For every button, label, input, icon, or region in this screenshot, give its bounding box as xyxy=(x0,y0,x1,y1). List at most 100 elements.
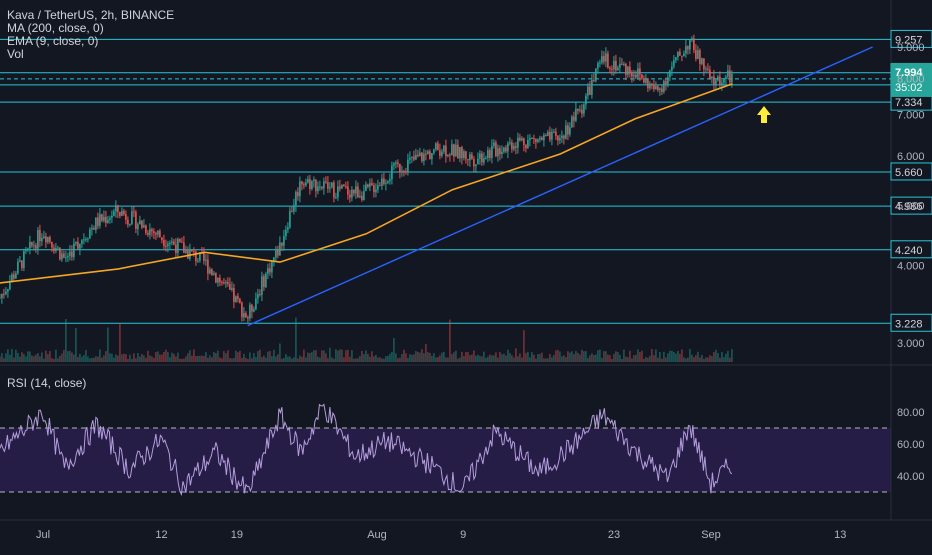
indicator-ma[interactable]: MA (200, close, 0) xyxy=(7,21,104,35)
candle-body xyxy=(149,229,151,235)
candle-body xyxy=(345,186,347,188)
volume-bar xyxy=(709,355,711,362)
volume-bar xyxy=(577,352,579,362)
candle-body xyxy=(237,296,239,299)
candle-body xyxy=(159,230,161,238)
volume-bar xyxy=(307,352,309,362)
volume-bar xyxy=(87,356,89,362)
candle-body xyxy=(153,231,155,234)
current-price-value: 7.994 xyxy=(895,67,923,79)
level-label: 7.334 xyxy=(895,97,923,109)
candle-body xyxy=(541,137,543,141)
candle-body xyxy=(661,88,663,92)
candle-body xyxy=(317,186,319,192)
volume-bar xyxy=(513,357,515,362)
candle-body xyxy=(271,261,273,273)
candle-body xyxy=(559,138,561,141)
candle-body xyxy=(591,79,593,95)
volume-bar xyxy=(437,357,439,362)
candle-body xyxy=(649,83,651,89)
candle-body xyxy=(637,68,639,78)
volume-bar xyxy=(145,357,147,362)
volume-bar xyxy=(545,358,547,362)
volume-bar xyxy=(25,356,27,362)
candle-body xyxy=(401,170,403,173)
volume-bar xyxy=(109,353,111,362)
candle-body xyxy=(319,186,321,188)
volume-bar xyxy=(667,353,669,362)
candle-body xyxy=(221,282,223,284)
volume-bar xyxy=(337,350,339,362)
volume-bar xyxy=(473,350,475,362)
volume-bar xyxy=(29,351,31,362)
candle-body xyxy=(77,241,79,249)
candle-body xyxy=(703,58,705,70)
candle-body xyxy=(607,53,609,68)
candle-body xyxy=(115,205,117,212)
candle-body xyxy=(473,159,475,167)
volume-bar xyxy=(409,354,411,362)
volume-bar xyxy=(587,358,589,362)
candle-body xyxy=(111,215,113,218)
volume-bar xyxy=(131,358,133,362)
volume-bar xyxy=(287,356,289,362)
candle-body xyxy=(707,68,709,70)
volume-bar xyxy=(525,353,527,362)
volume-bar xyxy=(155,352,157,362)
volume-bar xyxy=(615,351,617,362)
candle-body xyxy=(223,282,225,284)
volume-bar xyxy=(719,357,721,362)
indicator-vol[interactable]: Vol xyxy=(7,47,24,61)
candle-body xyxy=(497,148,499,157)
candle-body xyxy=(421,152,423,162)
candle-body xyxy=(0,297,1,299)
candle-body xyxy=(93,228,95,230)
candle-body xyxy=(465,151,467,160)
candle-body xyxy=(667,77,669,84)
volume-bar xyxy=(11,349,13,362)
candle-body xyxy=(511,142,513,150)
candle-body xyxy=(171,241,173,243)
time-tick: 12 xyxy=(155,529,167,541)
volume-bar xyxy=(65,318,67,362)
indicator-ema[interactable]: EMA (9, close, 0) xyxy=(7,34,99,48)
volume-bar xyxy=(99,349,101,362)
volume-bar xyxy=(219,357,221,362)
candle-body xyxy=(529,138,531,141)
candle-body xyxy=(625,64,627,75)
candle-body xyxy=(391,165,393,180)
candle-body xyxy=(287,227,289,230)
volume-bar xyxy=(551,357,553,362)
candle-body xyxy=(429,151,431,160)
volume-bar xyxy=(245,357,247,362)
candle-body xyxy=(291,210,293,212)
volume-bar xyxy=(365,350,367,362)
candle-body xyxy=(413,156,415,160)
candle-body xyxy=(379,185,381,187)
candle-body xyxy=(85,239,87,241)
candle-body xyxy=(185,249,187,253)
volume-bar xyxy=(573,354,575,362)
volume-bar xyxy=(231,358,233,362)
candle-body xyxy=(705,68,707,70)
volume-bar xyxy=(207,357,209,362)
volume-bar xyxy=(591,353,593,362)
candle-body xyxy=(517,137,519,148)
volume-bar xyxy=(349,356,351,362)
volume-bar xyxy=(399,357,401,362)
candle-body xyxy=(675,57,677,61)
candle-body xyxy=(341,184,343,189)
volume-bar xyxy=(19,356,21,362)
volume-bar xyxy=(701,354,703,362)
volume-bar xyxy=(183,358,185,362)
candle-body xyxy=(425,153,427,155)
rsi-legend[interactable]: RSI (14, close) xyxy=(7,376,87,390)
candle-body xyxy=(475,164,477,167)
candle-body xyxy=(81,240,83,244)
volume-bar xyxy=(533,354,535,362)
volume-bar xyxy=(377,357,379,362)
candle-body xyxy=(53,247,55,252)
candle-body xyxy=(535,138,537,142)
